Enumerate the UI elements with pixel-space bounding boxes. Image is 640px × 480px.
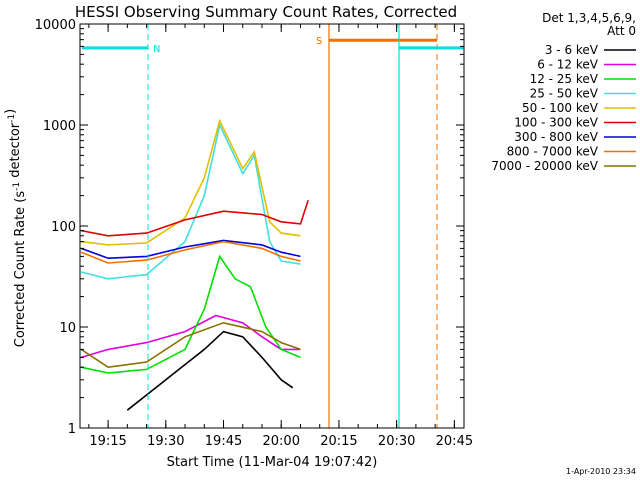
legend-label-1: 3 - 6 keV [545,43,599,57]
x-axis-label: Start Time (11-Mar-04 19:07:42) [167,455,378,470]
y-tick-label-5: 10000 [35,18,76,33]
legend-label-5: 50 - 100 keV [522,101,599,115]
n-marker-label: N [153,44,160,55]
x-tick-label-5: 20:15 [320,434,357,449]
x-tick-label-6: 20:30 [378,434,415,449]
y-tick-label-2: 10 [59,321,76,336]
series-line-9 [80,321,301,369]
legend-label-7: 300 - 800 keV [514,130,598,144]
x-tick-label-2: 19:30 [147,434,184,449]
series-line-8 [80,240,301,264]
series-line-4 [81,122,301,280]
x-tick-label-3: 19:45 [205,434,242,449]
y-tick-label-1: 1 [68,422,76,437]
chart-title: HESSI Observing Summary Count Rates, Cor… [75,3,457,21]
y-tick-label-4: 1000 [43,119,76,134]
series-line-5 [81,118,301,246]
plot-frame [79,23,465,429]
series-line-1 [126,330,294,411]
series-line-7 [80,239,301,260]
series-line-6 [81,199,309,237]
legend-label-6: 100 - 300 keV [514,116,598,130]
series-line-2 [80,314,301,359]
x-tick-label-1: 19:15 [89,434,126,449]
legend-label-4: 25 - 50 keV [530,87,599,101]
legend-label-3: 12 - 25 keV [530,72,599,86]
footer-timestamp: 1-Apr-2010 23:34 [566,467,636,476]
y-axis-label: Corrected Count Rate (s-1 detector-1) [3,109,28,347]
x-tick-label-7: 20:45 [436,434,473,449]
legend-label-8: 800 - 7000 keV [507,145,599,159]
y-tick-label-3: 100 [51,220,76,235]
s-marker-label: S [316,36,322,47]
x-tick-label-4: 20:00 [263,434,300,449]
series-line-3 [81,254,301,374]
legend-header-1: Det 1,3,4,5,6,9, [542,11,636,25]
legend-label-2: 6 - 12 keV [537,58,599,72]
legend-header-2: Att 0 [607,24,636,38]
legend-label-9: 7000 - 20000 keV [491,159,598,173]
